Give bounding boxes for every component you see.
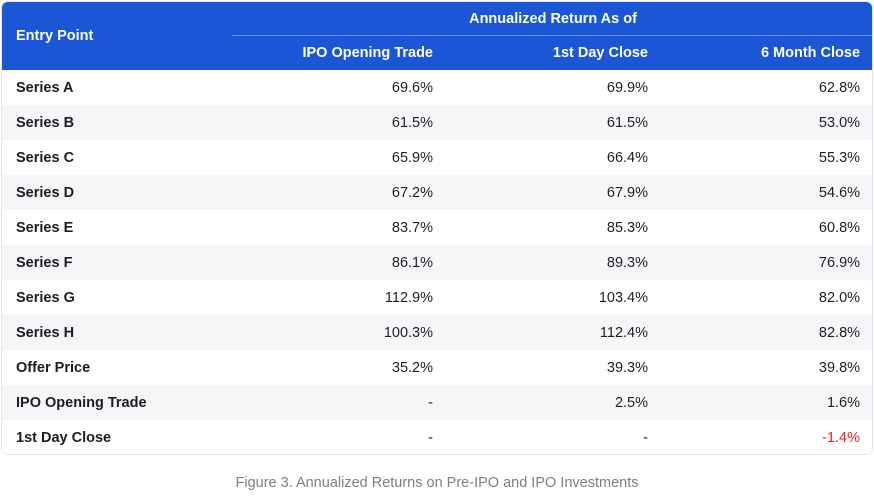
row-entry-point-label: Series B [2,105,232,140]
row-entry-point-label: IPO Opening Trade [2,385,232,420]
figure-caption: Figure 3. Annualized Returns on Pre-IPO … [235,475,639,491]
return-value-cell: 83.7% [232,210,447,245]
return-value-cell: 89.3% [447,245,662,280]
return-value-cell: 112.9% [232,280,447,315]
return-value-cell: - [232,385,447,420]
return-value-cell: 60.8% [662,210,872,245]
return-value-cell: 67.2% [232,175,447,210]
return-value-cell: 35.2% [232,350,447,385]
table-body: Series A 69.6% 69.9% 62.8% Series B 61.5% 61.5… [2,70,872,454]
table-row: 1st Day Close - - -1.4% [2,420,872,454]
header-row-group: Entry Point Annualized Return As of [2,2,872,70]
table-row: Series F 86.1% 89.3% 76.9% [2,245,872,280]
return-value-cell: - [232,420,447,454]
table-row: Series H 100.3% 112.4% 82.8% [2,315,872,350]
row-entry-point-label: Offer Price [2,350,232,385]
return-value-cell: 55.3% [662,140,872,175]
table-row: Series A 69.6% 69.9% 62.8% [2,70,872,105]
table-row: Series G 112.9% 103.4% 82.0% [2,280,872,315]
table-header: Entry Point Annualized Return As of IPO … [2,2,872,70]
return-value-cell: 85.3% [447,210,662,245]
header-row-columns: IPO Opening Trade 1st Day Close 6 Month … [2,36,872,70]
table-row: Series B 61.5% 61.5% 53.0% [2,105,872,140]
row-entry-point-label: Series A [2,70,232,105]
return-value-cell: 61.5% [232,105,447,140]
return-value-cell: 82.8% [662,315,872,350]
row-entry-point-label: Series G [2,280,232,315]
row-entry-point-label: Series H [2,315,232,350]
return-value-cell: 1.6% [662,385,872,420]
return-value-cell: 66.4% [447,140,662,175]
row-entry-point-label: Series E [2,210,232,245]
return-value-cell: 100.3% [232,315,447,350]
return-value-cell: 2.5% [447,385,662,420]
return-value-cell: 86.1% [232,245,447,280]
table-row: Offer Price 35.2% 39.3% 39.8% [2,350,872,385]
return-value-cell: 62.8% [662,70,872,105]
return-value-cell: 39.8% [662,350,872,385]
annualized-returns-table: Entry Point Annualized Return As of IPO … [2,2,872,454]
return-value-cell: 76.9% [662,245,872,280]
return-value-cell: 65.9% [232,140,447,175]
row-entry-point-label: Series F [2,245,232,280]
table-row: IPO Opening Trade -2.5% 1.6% [2,385,872,420]
return-value-cell: 82.0% [662,280,872,315]
row-entry-point-label: 1st Day Close [2,420,232,454]
return-value-cell: 103.4% [447,280,662,315]
header-ipo-opening-trade: IPO Opening Trade [232,36,447,70]
table-row: Series C 65.9% 66.4% 55.3% [2,140,872,175]
header-entry-point: Entry Point [2,2,232,70]
header-1st-day-close: 1st Day Close [447,36,662,70]
table-row: Series D 67.2% 67.9% 54.6% [2,175,872,210]
return-value-cell: - [447,420,662,454]
return-value-cell: -1.4% [662,420,872,454]
returns-table-container: Entry Point Annualized Return As of IPO … [1,1,873,455]
return-value-cell: 53.0% [662,105,872,140]
row-entry-point-label: Series D [2,175,232,210]
header-6-month-close: 6 Month Close [662,36,872,70]
return-value-cell: 69.9% [447,70,662,105]
return-value-cell: 112.4% [447,315,662,350]
return-value-cell: 67.9% [447,175,662,210]
return-value-cell: 61.5% [447,105,662,140]
return-value-cell: 69.6% [232,70,447,105]
header-annualized-return-group: Annualized Return As of [232,2,872,36]
return-value-cell: 54.6% [662,175,872,210]
row-entry-point-label: Series C [2,140,232,175]
return-value-cell: 39.3% [447,350,662,385]
table-row: Series E 83.7% 85.3% 60.8% [2,210,872,245]
